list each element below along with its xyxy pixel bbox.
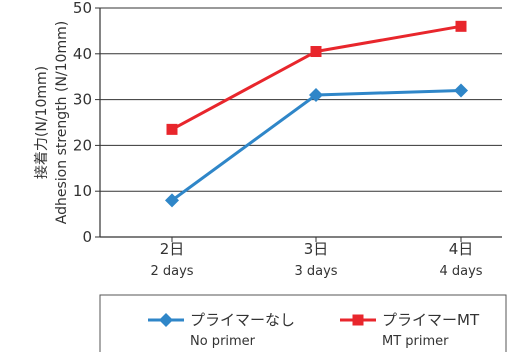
data-point bbox=[165, 193, 179, 208]
series-1 bbox=[166, 20, 467, 135]
x-tick-label: 2日 bbox=[160, 240, 185, 258]
series-0 bbox=[165, 83, 468, 208]
data-point bbox=[455, 20, 467, 32]
x-tick-labels: 2日 2 days 3日 3 days 4日 4 days bbox=[150, 240, 482, 279]
series-lines bbox=[165, 20, 468, 208]
legend-sublabel: MT primer bbox=[382, 334, 449, 349]
x-tick-label: 4日 bbox=[449, 240, 474, 258]
legend-sublabel: No primer bbox=[190, 334, 256, 349]
y-tick-label: 50 bbox=[73, 0, 92, 17]
y-tick-label: 10 bbox=[73, 182, 92, 200]
data-point bbox=[454, 83, 468, 98]
legend: プライマーなし No primer プライマーMT MT primer bbox=[99, 294, 507, 352]
legend-label: プライマーなし bbox=[190, 311, 295, 329]
x-tick-sublabel: 2 days bbox=[150, 264, 193, 279]
data-point bbox=[310, 46, 322, 58]
y-tick-label: 0 bbox=[82, 228, 92, 246]
x-tick-sublabel: 4 days bbox=[439, 264, 482, 279]
y-tick-label: 30 bbox=[73, 91, 92, 109]
legend-marker bbox=[352, 314, 364, 326]
y-tick-label: 40 bbox=[73, 45, 92, 63]
gridlines bbox=[100, 7, 502, 192]
y-tick-labels: 0 10 20 30 40 50 bbox=[73, 0, 92, 246]
x-tick-sublabel: 3 days bbox=[294, 264, 337, 279]
x-tick-label: 3日 bbox=[304, 240, 329, 258]
y-axis-label-en: Adhesion strength (N/10mm) bbox=[54, 21, 70, 224]
legend-box bbox=[99, 294, 507, 352]
y-axis-label: 接着力(N/10mm) Adhesion strength (N/10mm) bbox=[33, 21, 70, 224]
series-line bbox=[171, 24, 462, 131]
legend-marker bbox=[159, 313, 173, 327]
y-axis-label-jp: 接着力(N/10mm) bbox=[33, 66, 50, 179]
data-point bbox=[166, 123, 178, 135]
axes bbox=[95, 7, 502, 242]
data-point bbox=[309, 88, 323, 103]
legend-label: プライマーMT bbox=[382, 311, 480, 329]
y-tick-label: 20 bbox=[73, 136, 92, 154]
